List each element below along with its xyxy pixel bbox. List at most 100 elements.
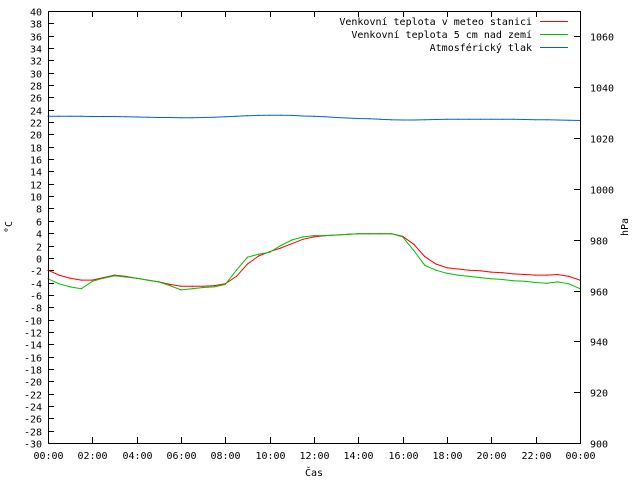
y2-tick-label: 900 (590, 440, 608, 451)
data-point (313, 236, 315, 238)
data-point (346, 233, 348, 235)
data-point (501, 118, 503, 120)
data-point (424, 264, 426, 266)
y-axis-label: °C (4, 221, 15, 233)
y2-tick-label: 1040 (590, 84, 614, 95)
data-point (535, 274, 537, 276)
plot-border (48, 11, 581, 444)
y-tick-label: 28 (30, 82, 42, 93)
y-tick-label: 18 (30, 144, 42, 155)
x-tick-label: 06:00 (166, 451, 196, 462)
data-point (180, 117, 182, 119)
data-point (235, 115, 237, 117)
data-point (335, 234, 337, 236)
data-point (379, 118, 382, 120)
data-point (224, 116, 226, 118)
x-tick-label: 20:00 (476, 451, 506, 462)
data-point (191, 117, 193, 119)
data-point (180, 285, 182, 287)
data-point (357, 117, 359, 120)
data-point (224, 283, 226, 285)
y-tick-label: -20 (24, 378, 42, 389)
y-tick-label: 14 (30, 168, 42, 179)
data-point (490, 271, 492, 273)
series-line (47, 233, 581, 291)
y-tick-label: 22 (30, 119, 42, 130)
data-point (58, 115, 60, 117)
y-tick-label: -26 (24, 415, 42, 426)
data-point (457, 268, 459, 270)
data-point (479, 118, 481, 120)
data-point (258, 114, 260, 116)
data-point (524, 273, 526, 276)
data-point (557, 119, 559, 121)
x-tick-label: 18:00 (432, 451, 462, 462)
x-tick-label: 16:00 (388, 451, 418, 462)
data-point (280, 244, 282, 247)
data-point (512, 118, 515, 120)
y-tick-label: -24 (24, 403, 42, 414)
data-point (246, 115, 249, 117)
y-tick-label: 40 (30, 8, 42, 19)
y2-tick-label: 940 (590, 338, 608, 349)
y2-axis-label: hPa (620, 218, 631, 236)
y-tick-label: 16 (30, 156, 42, 167)
data-point (169, 283, 171, 285)
data-point (191, 288, 193, 290)
y-tick-label: -18 (24, 366, 42, 377)
data-point (435, 118, 437, 121)
y-tick-label: 30 (30, 70, 42, 81)
data-point (69, 115, 71, 117)
data-point (391, 233, 393, 235)
data-point (213, 285, 215, 287)
y-tick-label: -6 (30, 292, 42, 303)
y2-tick-label: 980 (590, 237, 608, 248)
x-tick-label: 00:00 (33, 451, 63, 462)
x-tick-label: 04:00 (122, 451, 152, 462)
data-point (291, 243, 293, 245)
data-point (202, 286, 204, 289)
data-point (258, 253, 260, 255)
data-point (80, 115, 82, 117)
series-1 (47, 233, 581, 287)
y-tick-label: 32 (30, 57, 42, 68)
data-point (213, 116, 215, 118)
data-point (313, 235, 315, 237)
data-point (413, 119, 415, 121)
data-point (457, 274, 459, 276)
data-point (424, 256, 426, 258)
bottom-axis-ticks: 00:00 02:00 04:00 06:00 08:00 10:00 12:00 14:00… (33, 11, 596, 462)
y-tick-label: 10 (30, 193, 42, 204)
data-point (357, 233, 359, 235)
series-layer (47, 114, 581, 291)
data-point (479, 277, 481, 279)
data-point (147, 279, 149, 281)
data-point (368, 118, 370, 120)
x-tick-label: 00:00 (565, 451, 595, 462)
data-point (235, 269, 237, 271)
data-point (158, 281, 160, 283)
data-point (169, 116, 171, 119)
y-tick-label: 6 (36, 218, 42, 229)
data-point (235, 275, 237, 277)
data-point (512, 280, 515, 282)
data-point (346, 117, 348, 119)
data-point (125, 116, 127, 118)
data-point (512, 273, 515, 275)
series-line (47, 233, 581, 287)
y-tick-label: 26 (30, 94, 42, 105)
x-tick-label: 14:00 (343, 451, 373, 462)
data-point (269, 251, 271, 253)
data-point (468, 275, 470, 277)
y-tick-label: -28 (24, 428, 42, 439)
data-point (557, 281, 559, 283)
data-point (546, 282, 548, 284)
series-2 (47, 233, 581, 291)
data-point (468, 118, 470, 120)
data-point (368, 233, 370, 235)
data-point (169, 285, 171, 287)
data-point (136, 116, 138, 118)
data-point (490, 278, 492, 280)
legend-label: Atmosférický tlak (430, 42, 532, 54)
data-point (546, 274, 548, 276)
